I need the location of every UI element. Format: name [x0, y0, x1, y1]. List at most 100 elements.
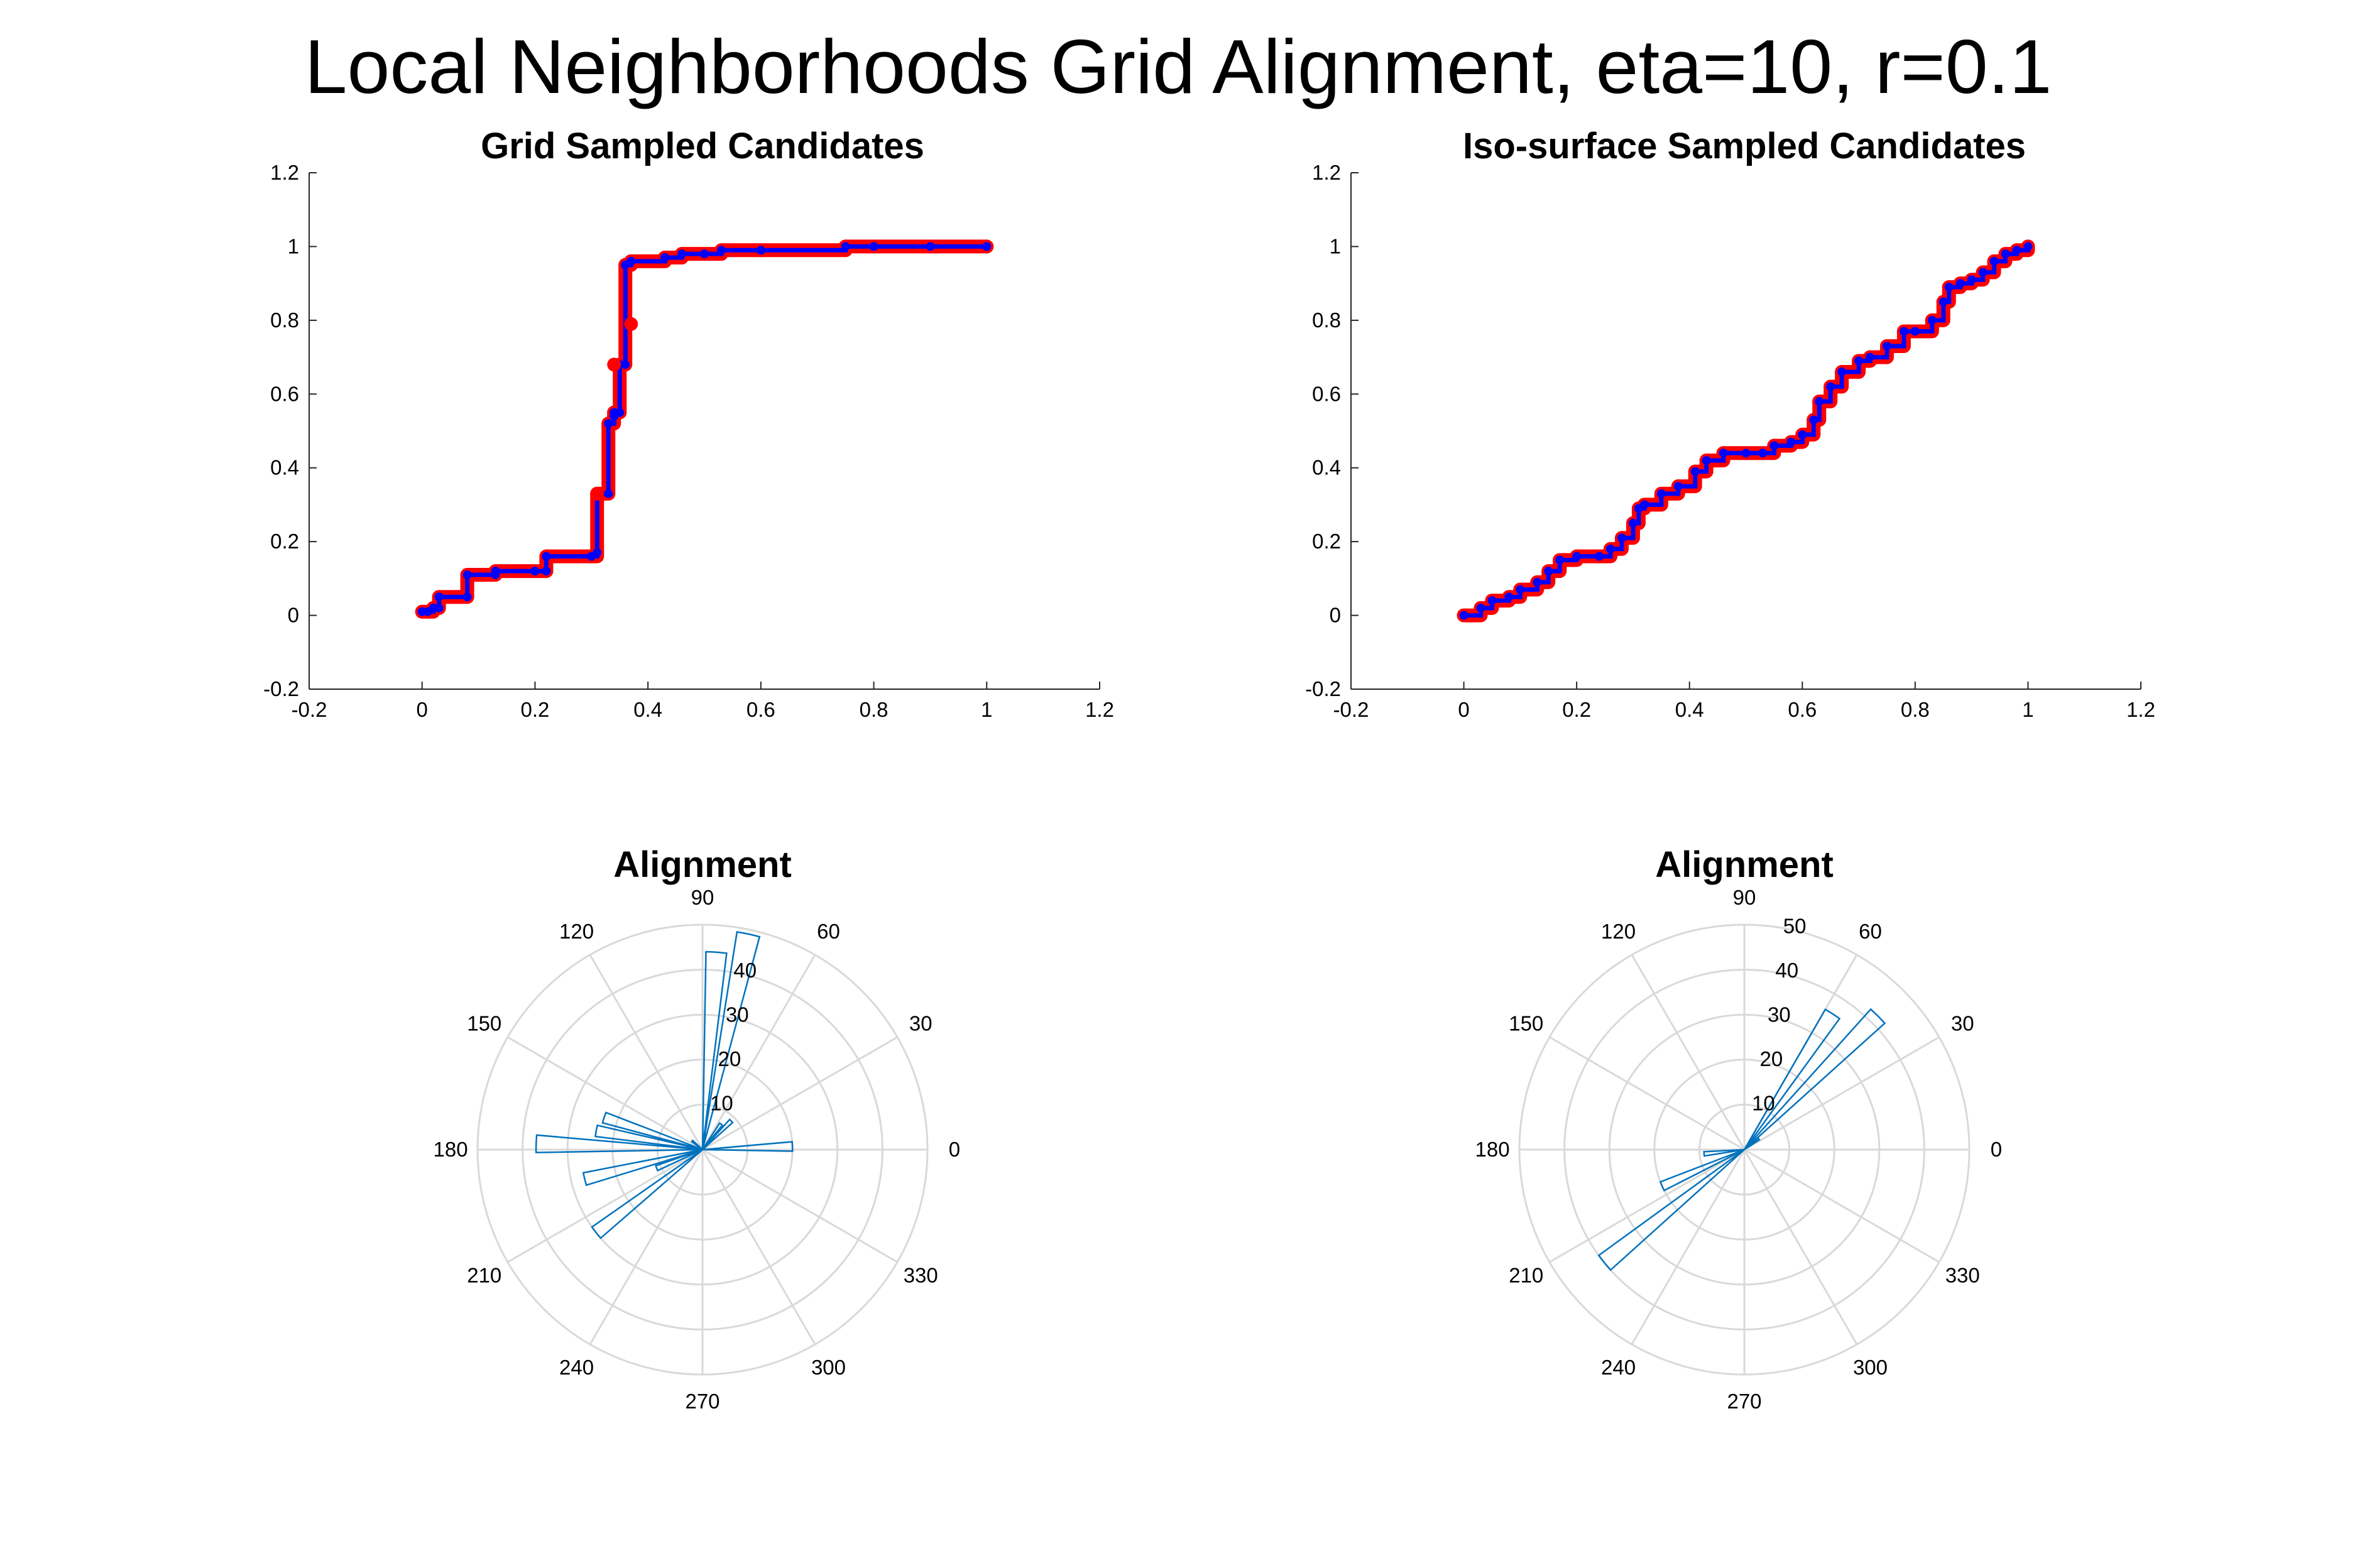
x-tick-label: -0.2: [1333, 698, 1369, 721]
angle-tick-label: 270: [1727, 1390, 1761, 1413]
x-tick-label: 1: [981, 698, 992, 721]
angle-tick-label: 120: [559, 920, 594, 943]
polar-grid-spoke: [701, 1149, 816, 1345]
series-point: [677, 249, 687, 259]
angle-tick-label: 0: [1991, 1138, 2002, 1161]
polar-histogram-bar: [1659, 1148, 1745, 1192]
radial-tick-label: 10: [710, 1091, 733, 1114]
series-point: [542, 552, 551, 561]
radial-tick-label: 20: [1760, 1047, 1783, 1070]
series-point: [1476, 603, 1485, 612]
polar-grid-spoke: [1549, 1036, 1745, 1151]
y-tick-label: 0.6: [270, 382, 299, 405]
y-tick-label: 0: [288, 604, 299, 627]
x-tick-label: 0.8: [1901, 698, 1930, 721]
polar-grid-spoke: [1631, 1149, 1746, 1345]
polar-histogram-bar: [591, 1148, 703, 1239]
series-point: [1595, 552, 1604, 561]
alignment-polar-right: Alignment 0 30 60 90 120 150 180 210 240 270 300 33…: [1475, 844, 2003, 1413]
series-point: [1572, 552, 1582, 561]
grid-sampled-axes: Grid Sampled Candidates -0.2 0 0.2 0.4 0.6 0.…: [263, 126, 1114, 721]
polar-histogram-bar: [1703, 1148, 1745, 1157]
angle-tick-label: 330: [1945, 1263, 1980, 1287]
series-point: [756, 246, 765, 255]
series-point: [2012, 246, 2021, 255]
y-tick-label: 0.8: [1312, 308, 1341, 332]
series-point: [1826, 382, 1835, 391]
iso-surface-sampled-axes: Iso-surface Sampled Candidates -0.2 0 0.2 0…: [1305, 126, 2155, 721]
polar-histogram-bar: [535, 1134, 703, 1153]
radial-tick-label: 30: [1768, 1003, 1791, 1026]
outlier-marker: [624, 317, 638, 331]
y-tick-label: 0.4: [1312, 456, 1341, 479]
polar-histogram-bar: [1597, 1148, 1745, 1271]
series-point: [1955, 279, 1965, 288]
y-tick-label: 1.2: [1312, 161, 1341, 184]
polar-grid-spoke: [1631, 954, 1746, 1150]
x-tick-label: 0.2: [1562, 698, 1591, 721]
angle-tick-label: 300: [1853, 1356, 1888, 1379]
x-tick-label: 0.2: [520, 698, 549, 721]
y-tick-label: 1: [288, 234, 299, 258]
angle-tick-label: 60: [817, 920, 840, 943]
y-tick-label: 0.4: [270, 456, 299, 479]
polar-grid-spoke: [1744, 1036, 1940, 1151]
y-tick-label: 0.6: [1312, 382, 1341, 405]
polar-histogram-bar: [701, 950, 728, 1150]
angle-tick-label: 150: [1509, 1012, 1543, 1035]
series-point: [1866, 352, 1875, 362]
polar-grid-spoke: [1743, 1149, 1858, 1345]
polar-histogram-bar: [702, 1118, 734, 1150]
angle-tick-label: 330: [904, 1263, 938, 1287]
axes-title: Grid Sampled Candidates: [481, 126, 924, 166]
polar-grid-spoke: [1744, 1148, 1940, 1263]
series-point: [982, 242, 992, 251]
series-point: [1741, 449, 1751, 458]
series-point: [1944, 283, 1954, 292]
series-point: [1487, 596, 1497, 606]
series-point: [462, 592, 472, 602]
polar-grid-spoke: [1549, 1148, 1745, 1263]
y-tick-label: 0.8: [270, 308, 299, 332]
y-tick-label: -0.2: [263, 677, 299, 700]
radial-tick-label: 20: [718, 1047, 741, 1070]
angle-tick-label: 30: [1951, 1012, 1974, 1035]
series-point: [1815, 397, 1824, 406]
series-point: [1533, 577, 1542, 587]
polar-histogram-bar: [601, 1111, 703, 1151]
series-point: [841, 242, 850, 251]
radial-tick-label: 10: [1752, 1091, 1775, 1114]
angle-tick-label: 270: [685, 1390, 719, 1413]
series-point: [626, 256, 636, 266]
polar-grid-spoke: [589, 1149, 704, 1345]
polar-histogram-bar: [691, 1139, 703, 1150]
angle-tick-label: 180: [1475, 1138, 1510, 1161]
y-tick-label: 0.2: [270, 530, 299, 553]
outlier-marker: [590, 486, 604, 501]
series-point: [542, 567, 551, 576]
angle-tick-label: 60: [1859, 920, 1882, 943]
series-point: [1939, 297, 1948, 307]
polar-histogram-bar: [702, 1141, 794, 1152]
x-tick-label: 0.6: [746, 698, 775, 721]
series-point: [1910, 327, 1920, 336]
y-tick-label: -0.2: [1305, 677, 1341, 700]
series-point: [1544, 567, 1553, 576]
axes-title: Alignment: [1655, 844, 1834, 885]
series-point: [869, 242, 878, 251]
series-point: [1516, 585, 1525, 594]
series-point: [1854, 356, 1864, 366]
polar-grid-spoke: [507, 1036, 703, 1151]
polar-histogram-bar: [594, 1124, 703, 1151]
angle-tick-label: 120: [1601, 920, 1636, 943]
series-point: [604, 489, 613, 498]
series-point: [1673, 482, 1683, 491]
series-point: [926, 242, 935, 251]
series-point: [604, 419, 613, 428]
angle-tick-label: 180: [434, 1138, 468, 1161]
series-point: [1809, 415, 1818, 425]
polar-grid-spoke: [589, 954, 704, 1150]
series-point: [1978, 268, 1988, 277]
x-tick-label: 0.4: [1675, 698, 1704, 721]
series-point: [1758, 449, 1768, 458]
